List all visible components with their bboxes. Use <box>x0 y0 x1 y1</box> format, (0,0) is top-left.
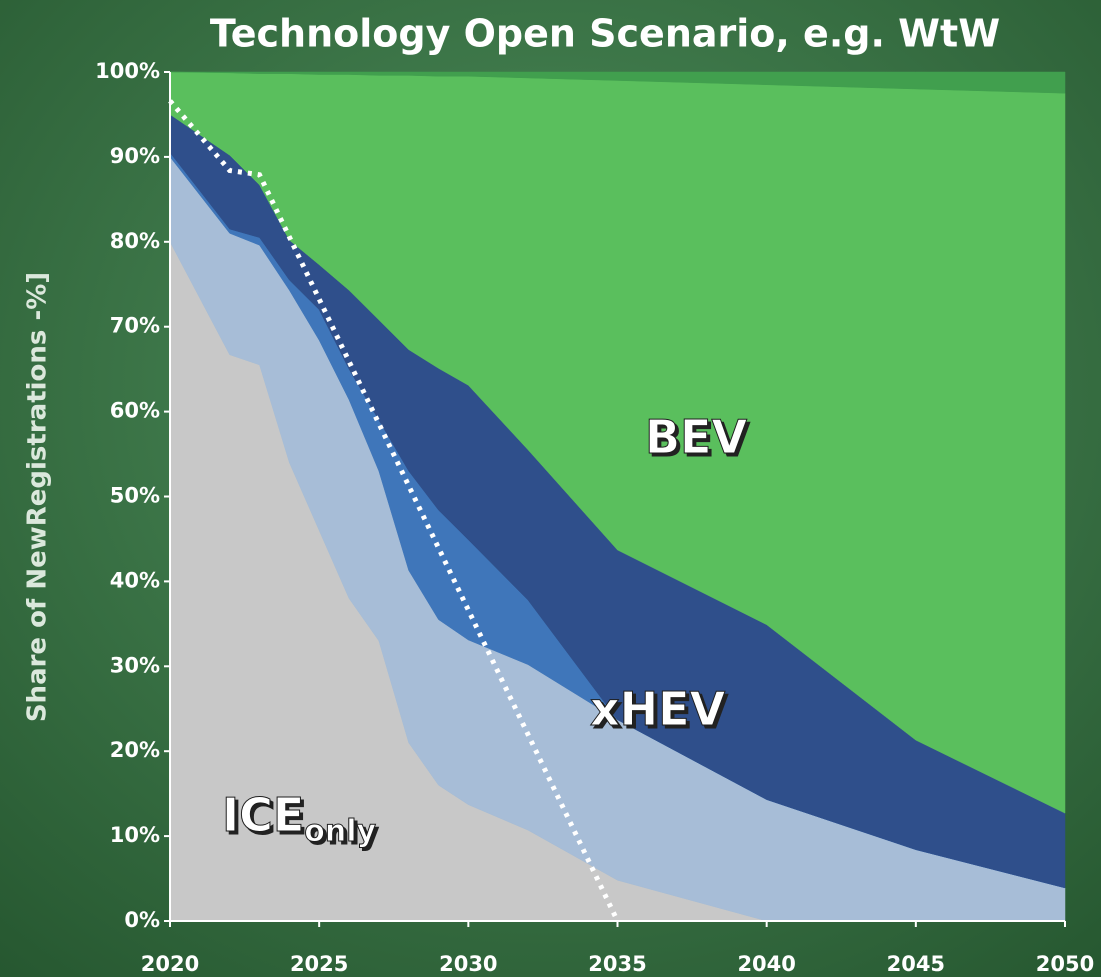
annotation-text: BEV <box>645 410 747 464</box>
x-tick-label: 2050 <box>1036 952 1094 976</box>
x-tick-label: 2020 <box>141 952 199 976</box>
area <box>169 71 1066 94</box>
y-tick-label: 30% <box>110 653 160 677</box>
annotation: xHEV <box>590 682 726 736</box>
chart-title: Technology Open Scenario, e.g. WtW <box>210 12 1000 56</box>
annotation: ICEonly <box>222 788 377 849</box>
annotation: BEV <box>645 410 747 464</box>
x-tick-label: 2045 <box>887 952 945 976</box>
y-tick-label: 40% <box>110 568 160 592</box>
x-tick-label: 2025 <box>290 952 348 976</box>
y-tick-label: 0% <box>124 908 160 932</box>
x-tick-label: 2040 <box>737 952 795 976</box>
annotation-text: ICE <box>222 788 304 842</box>
x-tick-label: 2030 <box>439 952 497 976</box>
annotation-subscript: only <box>304 814 376 849</box>
y-tick-label: 60% <box>110 399 160 423</box>
y-tick-label: 10% <box>110 823 160 847</box>
y-axis-label: Share of NewRegistrations -%] <box>23 272 53 722</box>
x-tick-label: 2035 <box>588 952 646 976</box>
annotation-text: xHEV <box>590 682 726 736</box>
y-tick-label: 80% <box>110 229 160 253</box>
y-tick-label: 20% <box>110 738 160 762</box>
y-tick-label: 50% <box>110 484 160 508</box>
y-tick-label: 90% <box>110 144 160 168</box>
y-tick-label: 70% <box>110 314 160 338</box>
y-tick-label: 100% <box>95 59 160 83</box>
